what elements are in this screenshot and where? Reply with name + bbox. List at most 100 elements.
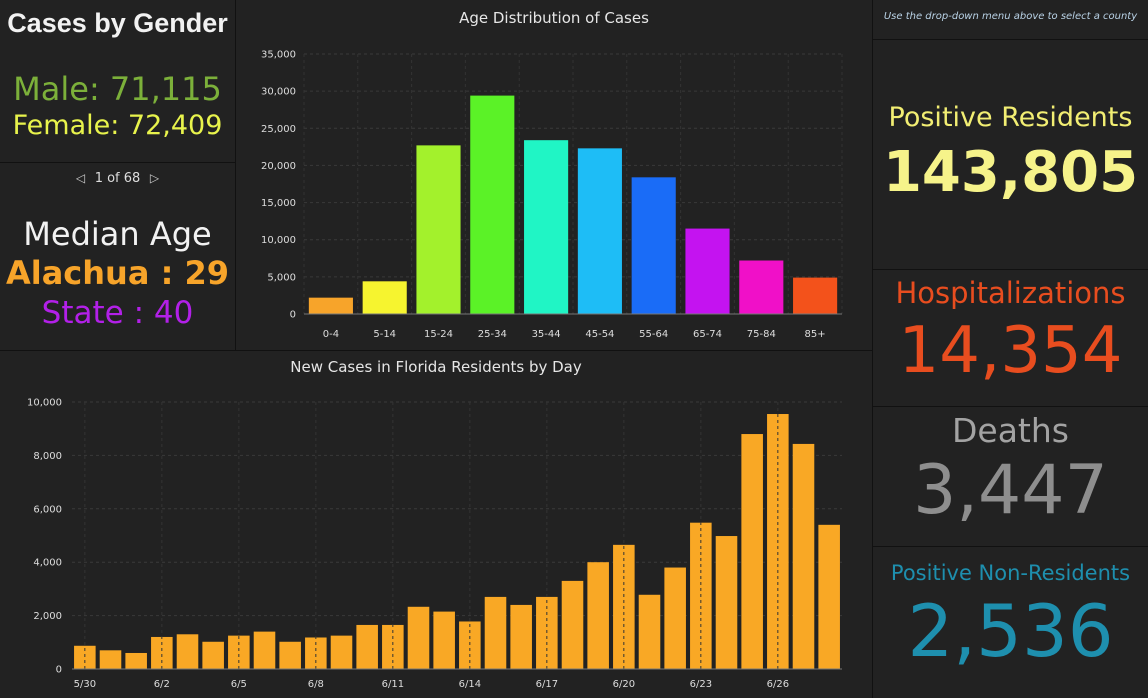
daily-x-tick-label: 6/11: [382, 679, 404, 690]
age-bar: [577, 148, 622, 314]
age-y-tick-label: 30,000: [261, 87, 296, 98]
non-residents-label: Positive Non-Residents: [890, 561, 1131, 585]
daily-y-tick-label: 2,000: [33, 611, 62, 622]
daily-bar: [151, 636, 173, 669]
daily-y-tick-label: 6,000: [33, 504, 62, 515]
daily-bar: [74, 645, 96, 669]
daily-x-tick-label: 6/8: [308, 679, 324, 690]
non-residents-panel: Positive Non-Residents 2,536: [873, 547, 1148, 698]
daily-y-tick-label: 10,000: [27, 398, 62, 409]
county-hint: Use the drop-down menu above to select a…: [883, 11, 1138, 22]
daily-bar: [587, 562, 609, 669]
daily-bar: [176, 634, 199, 669]
age-x-tick-label: 55-64: [639, 329, 668, 340]
daily-bar: [253, 631, 276, 669]
deaths-label: Deaths: [952, 411, 1069, 450]
daily-y-tick-label: 0: [56, 665, 62, 676]
age-y-tick-label: 15,000: [261, 198, 296, 209]
age-y-tick-label: 5,000: [267, 272, 296, 283]
daily-bar: [356, 624, 378, 669]
age-x-tick-label: 35-44: [532, 329, 561, 340]
daily-x-tick-label: 6/2: [154, 679, 170, 690]
gender-panel: Cases by Gender Male: 71,115 Female: 72,…: [0, 0, 235, 162]
daily-bar: [484, 596, 507, 669]
male-count: Male: 71,115: [13, 70, 222, 108]
daily-x-tick-label: 6/5: [231, 679, 247, 690]
daily-y-tick-label: 4,000: [33, 558, 62, 569]
hospitalizations-label: Hospitalizations: [895, 276, 1126, 310]
daily-x-tick-label: 6/23: [690, 679, 712, 690]
age-x-tick-label: 15-24: [424, 329, 453, 340]
median-age-panel: ◁ 1 of 68 ▷ Median Age Alachua : 29 Stat…: [0, 163, 235, 350]
age-y-tick-label: 0: [290, 310, 296, 321]
hospitalizations-panel: Hospitalizations 14,354: [873, 270, 1148, 406]
age-y-tick-label: 20,000: [261, 161, 296, 172]
caret-right-icon[interactable]: ▷: [149, 171, 160, 185]
age-x-tick-label: 25-34: [478, 329, 507, 340]
deaths-panel: Deaths 3,447: [873, 407, 1148, 546]
daily-x-tick-label: 6/26: [767, 679, 789, 690]
daily-bar: [638, 594, 661, 669]
age-x-tick-label: 85+: [805, 329, 826, 340]
daily-cases-panel: New Cases in Florida Residents by Day 0 2…: [0, 351, 872, 698]
daily-bar: [433, 611, 455, 669]
age-bar: [362, 281, 407, 314]
age-y-tick-label: 10,000: [261, 235, 296, 246]
age-x-tick-label: 5-14: [373, 329, 396, 340]
female-count: Female: 72,409: [12, 110, 223, 141]
daily-bar: [305, 637, 327, 669]
age-bar: [416, 145, 461, 314]
daily-x-tick-label: 5/30: [74, 679, 96, 690]
age-y-tick-label: 25,000: [261, 124, 296, 135]
age-bar: [470, 95, 515, 314]
positive-residents-value: 143,805: [882, 140, 1139, 205]
daily-x-tick-label: 6/17: [536, 679, 558, 690]
pager-label: 1 of 68: [94, 171, 141, 186]
daily-bar: [715, 536, 738, 669]
age-x-tick-label: 65-74: [693, 329, 722, 340]
age-y-tick-label: 35,000: [261, 50, 296, 61]
median-age-title: Median Age: [23, 215, 212, 253]
deaths-value: 3,447: [913, 451, 1108, 530]
daily-bar: [561, 580, 584, 669]
daily-bar: [99, 650, 122, 669]
hint-panel: Use the drop-down menu above to select a…: [873, 0, 1148, 39]
age-x-tick-label: 75-84: [747, 329, 776, 340]
daily-bar: [202, 641, 224, 669]
pager: ◁ 1 of 68 ▷: [0, 171, 235, 186]
positive-residents-panel: Positive Residents 143,805: [873, 40, 1148, 269]
daily-x-tick-label: 6/20: [613, 679, 635, 690]
age-bar: [631, 177, 676, 314]
caret-left-icon[interactable]: ◁: [75, 171, 86, 185]
age-bar: [739, 260, 784, 314]
daily-bar: [510, 604, 532, 669]
age-distribution-panel: Age Distribution of Cases 0 5,000 10,000 15…: [236, 0, 872, 350]
daily-bar: [279, 641, 301, 669]
median-age-county: Alachua : 29: [5, 254, 230, 292]
median-age-state: State : 40: [41, 295, 194, 331]
daily-bar: [792, 443, 815, 669]
age-bar: [524, 140, 569, 314]
daily-y-tick-label: 8,000: [33, 451, 62, 462]
daily-bar: [459, 621, 481, 669]
daily-bar: [664, 567, 686, 669]
age-x-tick-label: 0-4: [323, 329, 339, 340]
non-residents-value: 2,536: [907, 589, 1114, 673]
positive-residents-label: Positive Residents: [888, 102, 1133, 133]
age-bar: [685, 228, 730, 314]
daily-bar: [818, 524, 840, 669]
age-bar: [793, 277, 838, 314]
gender-title: Cases by Gender: [7, 8, 228, 38]
age-x-tick-label: 45-54: [585, 329, 614, 340]
daily-bar: [125, 652, 147, 669]
daily-bar: [741, 434, 763, 669]
daily-x-tick-label: 6/14: [459, 679, 481, 690]
daily-bar: [228, 635, 250, 669]
hospitalizations-value: 14,354: [898, 314, 1123, 388]
daily-bar: [330, 635, 353, 669]
age-chart-title: Age Distribution of Cases: [459, 9, 649, 27]
daily-bar: [382, 624, 404, 669]
daily-chart-title: New Cases in Florida Residents by Day: [290, 358, 582, 376]
age-bar: [308, 297, 353, 314]
daily-bar: [407, 606, 430, 669]
